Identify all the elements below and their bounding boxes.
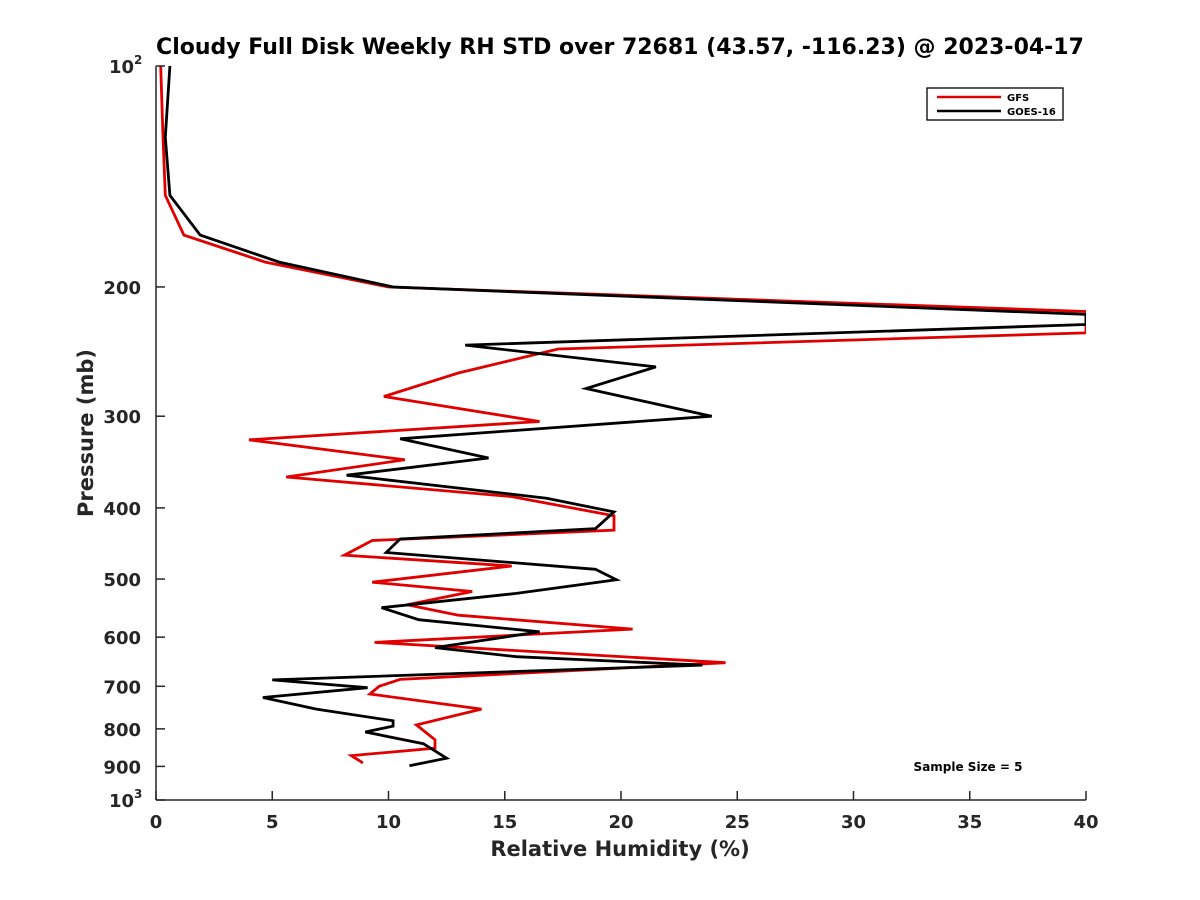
x-tick-label: 15 <box>492 812 517 833</box>
y-tick-label: 500 <box>103 570 141 591</box>
x-tick-label: 5 <box>266 812 279 833</box>
x-tick-label: 35 <box>957 812 982 833</box>
y-axis-label: Pressure (mb) <box>74 349 98 517</box>
plot-lines <box>159 66 1086 768</box>
y-tick-label: 600 <box>103 628 141 649</box>
y-tick-label: 300 <box>103 407 141 428</box>
y-tick-label: 10 <box>109 791 134 812</box>
x-tick-label: 30 <box>841 812 866 833</box>
series-line-gfs <box>159 66 1086 765</box>
series-line-goes-16 <box>163 66 1086 768</box>
x-tick-label: 0 <box>150 812 163 833</box>
sample-size-annotation: Sample Size = 5 <box>914 760 1023 774</box>
legend-label: GFS <box>1007 93 1029 104</box>
y-tick-label: 900 <box>103 757 141 778</box>
y-tick-exponent: 3 <box>134 787 142 801</box>
x-tick-label: 10 <box>376 812 401 833</box>
x-axis-label: Relative Humidity (%) <box>490 837 749 861</box>
y-tick-label: 700 <box>103 677 141 698</box>
axes <box>155 66 1086 801</box>
x-ticks: 0 5 10 15 20 25 30 35 40 <box>150 791 1099 833</box>
y-tick-label: 200 <box>103 278 141 299</box>
x-tick-label: 25 <box>725 812 750 833</box>
y-tick-label: 800 <box>103 720 141 741</box>
chart-title: Cloudy Full Disk Weekly RH STD over 7268… <box>156 35 1084 60</box>
y-tick-label: 10 <box>109 57 134 78</box>
y-tick-exponent: 2 <box>134 53 142 67</box>
legend: GFS GOES-16 <box>926 87 1064 121</box>
x-tick-label: 40 <box>1073 812 1098 833</box>
x-tick-label: 20 <box>608 812 633 833</box>
legend-box <box>926 87 1064 121</box>
y-tick-label: 400 <box>103 499 141 520</box>
legend-label: GOES-16 <box>1007 107 1056 118</box>
